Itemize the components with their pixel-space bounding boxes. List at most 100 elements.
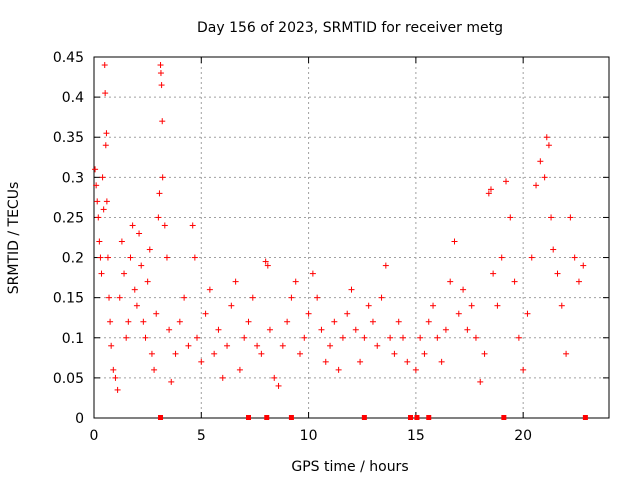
data-point xyxy=(322,358,329,365)
data-point xyxy=(520,366,527,373)
data-point xyxy=(198,358,205,365)
data-point xyxy=(580,262,587,269)
data-point xyxy=(114,386,121,393)
data-point xyxy=(236,366,243,373)
data-point xyxy=(541,174,548,181)
data-point xyxy=(254,342,261,349)
data-point xyxy=(400,334,406,341)
data-point xyxy=(511,278,518,285)
y-tick-label: 0.05 xyxy=(53,371,84,387)
x-tick-label: 20 xyxy=(514,428,532,444)
data-point xyxy=(159,174,166,181)
x-tick-label: 0 xyxy=(90,428,99,444)
data-point xyxy=(157,62,164,69)
data-point xyxy=(550,246,557,253)
data-point xyxy=(102,142,109,149)
plot-frame xyxy=(93,56,610,419)
y-tick-label: 0.4 xyxy=(62,90,84,106)
data-point xyxy=(451,238,458,245)
y-tick-label: 0.25 xyxy=(53,210,84,226)
data-point xyxy=(494,302,501,309)
data-point xyxy=(412,366,419,373)
data-point xyxy=(140,318,147,325)
data-point xyxy=(344,310,351,317)
data-point xyxy=(92,166,99,173)
data-point xyxy=(264,262,271,269)
data-point xyxy=(507,214,514,221)
data-point xyxy=(148,350,155,357)
chart-title: Day 156 of 2023, SRMTID for receiver met… xyxy=(197,20,503,36)
data-point xyxy=(228,302,235,309)
data-point xyxy=(301,334,308,341)
data-point xyxy=(102,90,109,97)
data-point xyxy=(176,318,183,325)
data-point xyxy=(249,294,256,301)
data-point xyxy=(159,118,166,125)
data-point xyxy=(211,350,218,357)
data-point xyxy=(571,254,578,261)
data-point xyxy=(166,326,173,333)
data-point xyxy=(404,358,411,365)
data-point xyxy=(202,310,209,317)
zero-point xyxy=(501,415,507,420)
data-point xyxy=(365,302,372,309)
data-point xyxy=(144,278,151,285)
zero-point xyxy=(408,415,414,420)
data-point xyxy=(97,254,104,261)
data-point xyxy=(185,342,192,349)
data-point xyxy=(123,334,130,341)
data-point xyxy=(138,262,145,269)
data-point xyxy=(515,334,522,341)
data-point xyxy=(98,270,105,277)
data-point xyxy=(485,190,492,197)
data-point xyxy=(161,222,168,229)
data-point xyxy=(460,286,467,293)
y-tick-label: 0.2 xyxy=(62,251,84,267)
data-points xyxy=(92,62,588,420)
data-point xyxy=(194,334,200,341)
data-point xyxy=(348,286,355,293)
data-point xyxy=(168,378,175,385)
data-point xyxy=(136,230,143,237)
data-point xyxy=(245,318,252,325)
data-point xyxy=(548,214,555,221)
data-point xyxy=(125,318,132,325)
axis-ticks: 0 0.05 0.1 0.15 0.2 0.25 0.3 0.35 0.4 0.45 0 5 10 15 2… xyxy=(53,50,609,444)
zero-point xyxy=(426,415,432,420)
data-point xyxy=(417,334,424,341)
data-point xyxy=(421,350,428,357)
data-point xyxy=(172,350,179,357)
data-point xyxy=(503,178,509,185)
data-point xyxy=(563,350,570,357)
data-point xyxy=(425,318,432,325)
data-point xyxy=(357,358,364,365)
data-point xyxy=(142,334,149,341)
data-point xyxy=(241,334,248,341)
data-point xyxy=(121,270,128,277)
data-point xyxy=(369,318,376,325)
data-point xyxy=(391,350,398,357)
data-point xyxy=(189,222,196,229)
data-point xyxy=(487,186,494,193)
y-tick-label: 0.15 xyxy=(53,291,84,307)
data-point xyxy=(224,342,231,349)
data-point xyxy=(339,334,346,341)
data-point xyxy=(271,374,278,381)
data-point xyxy=(352,326,359,333)
y-tick-label: 0.1 xyxy=(62,331,84,347)
data-point xyxy=(297,350,303,357)
data-point xyxy=(558,302,565,309)
x-tick-label: 15 xyxy=(407,428,425,444)
x-tick-label: 5 xyxy=(197,428,206,444)
data-point xyxy=(116,294,123,301)
data-point xyxy=(215,326,222,333)
data-point xyxy=(206,286,213,293)
data-point xyxy=(153,310,160,317)
data-point xyxy=(103,198,110,205)
data-point xyxy=(181,294,188,301)
data-point xyxy=(309,270,316,277)
zero-point xyxy=(288,415,294,420)
y-tick-label: 0 xyxy=(75,411,84,427)
data-point xyxy=(292,278,299,285)
data-point xyxy=(108,342,115,349)
